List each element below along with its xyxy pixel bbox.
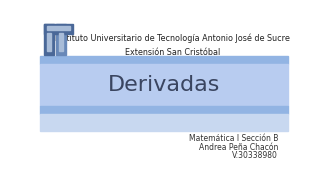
Bar [40,56,288,64]
Text: V:30338980: V:30338980 [232,151,278,160]
Text: Andrea Peña Chacón: Andrea Peña Chacón [199,143,278,152]
Bar [59,33,63,51]
Bar [40,106,288,114]
Text: Derivadas: Derivadas [108,75,220,95]
Bar [47,26,70,30]
Bar [44,24,73,34]
Bar [40,114,288,131]
Text: Matemática I Sección B: Matemática I Sección B [189,134,278,143]
Text: Instituto Universitario de Tecnología Antonio José de Sucre: Instituto Universitario de Tecnología An… [55,33,290,43]
Bar [56,24,66,55]
Bar [40,64,288,106]
Bar [47,33,51,51]
Text: Extensión San Cristóbal: Extensión San Cristóbal [125,48,220,57]
Bar [44,24,53,55]
